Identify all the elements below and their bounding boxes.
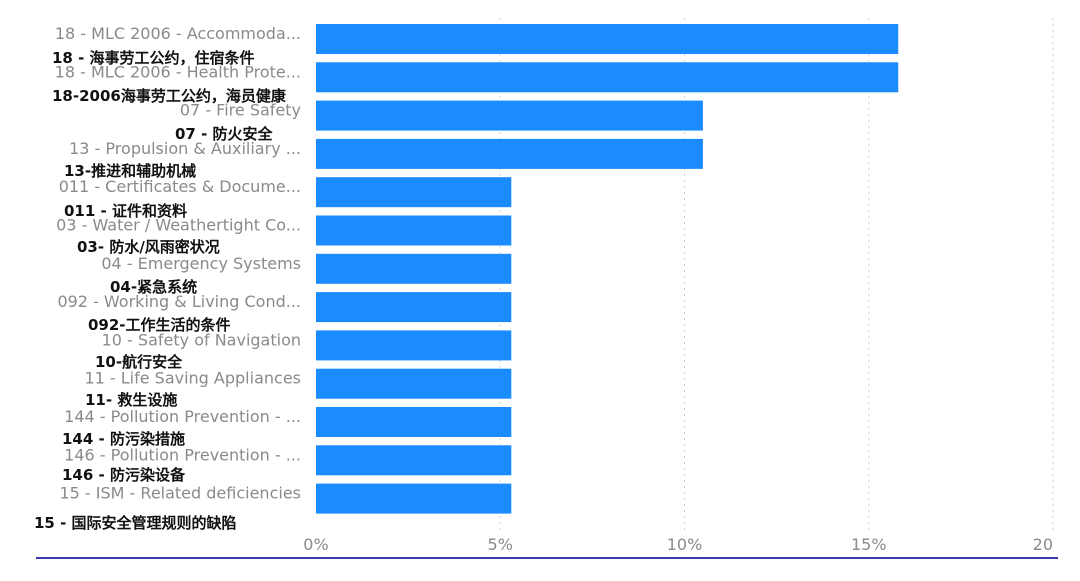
bar[interactable]	[316, 138, 703, 169]
bar[interactable]	[316, 368, 512, 399]
bar[interactable]	[316, 177, 512, 208]
x-tick-label: 0%	[303, 535, 328, 554]
category-label: 04 - Emergency Systems	[101, 254, 301, 273]
annotation-label: 10-航行安全	[95, 353, 183, 371]
x-tick-label: 20	[1033, 535, 1053, 554]
bar[interactable]	[316, 62, 899, 93]
bars	[316, 24, 899, 514]
category-label: 10 - Safety of Navigation	[102, 330, 301, 349]
category-label: 07 - Fire Safety	[180, 101, 301, 120]
annotation-labels: 18 - 海事劳工公约，住宿条件 18-2006海事劳工公约，海员健康 07 - 防…	[34, 49, 287, 532]
category-label: 18 - MLC 2006 - Accommoda...	[55, 24, 301, 43]
annotation-label: 092-工作生活的条件	[88, 316, 231, 334]
x-axis-ticks: 0% 5% 10% 15% 20	[303, 535, 1053, 554]
annotation-label: 11- 救生设施	[85, 391, 177, 409]
annotation-label: 146 - 防污染设备	[62, 466, 186, 484]
annotation-label: 15 - 国际安全管理规则的缺陷	[34, 514, 237, 532]
bar[interactable]	[316, 330, 512, 361]
annotation-label: 18 - 海事劳工公约，住宿条件	[52, 49, 255, 67]
category-label: 15 - ISM - Related deficiencies	[59, 484, 301, 503]
bar[interactable]	[316, 407, 512, 437]
annotation-label: 13-推进和辅助机械	[64, 162, 196, 180]
category-label: 11 - Life Saving Appliances	[84, 369, 301, 388]
x-tick-label: 10%	[667, 535, 703, 554]
bar[interactable]	[316, 445, 512, 476]
bar[interactable]	[316, 253, 512, 284]
bar[interactable]	[316, 215, 512, 246]
annotation-label: 04-紧急系统	[110, 278, 197, 296]
category-label: 146 - Pollution Prevention - ...	[64, 445, 301, 464]
bar[interactable]	[316, 292, 512, 323]
bar[interactable]	[316, 483, 512, 514]
bar[interactable]	[316, 100, 703, 131]
category-label: 03 - Water / Weathertight Co...	[56, 216, 301, 235]
annotation-label: 144 - 防污染措施	[62, 430, 185, 448]
bar[interactable]	[316, 24, 899, 54]
category-labels: 18 - MLC 2006 - Accommoda... 18 - MLC 200…	[55, 24, 301, 503]
category-label: 13 - Propulsion & Auxiliary ...	[69, 139, 301, 158]
category-label: 18 - MLC 2006 - Health Prote...	[55, 62, 301, 81]
annotation-label: 07 - 防火安全	[175, 125, 274, 143]
x-tick-label: 5%	[488, 535, 513, 554]
annotation-label: 18-2006海事劳工公约，海员健康	[52, 87, 287, 105]
grid-lines	[499, 18, 1054, 530]
category-label: 011 - Certificates & Docume...	[59, 177, 301, 196]
x-tick-label: 15%	[851, 535, 887, 554]
category-label: 092 - Working & Living Cond...	[57, 292, 301, 311]
annotation-label: 011 - 证件和资料	[64, 202, 187, 220]
category-label: 144 - Pollution Prevention - ...	[64, 407, 301, 426]
annotation-label: 03- 防水/风雨密状况	[77, 238, 220, 256]
